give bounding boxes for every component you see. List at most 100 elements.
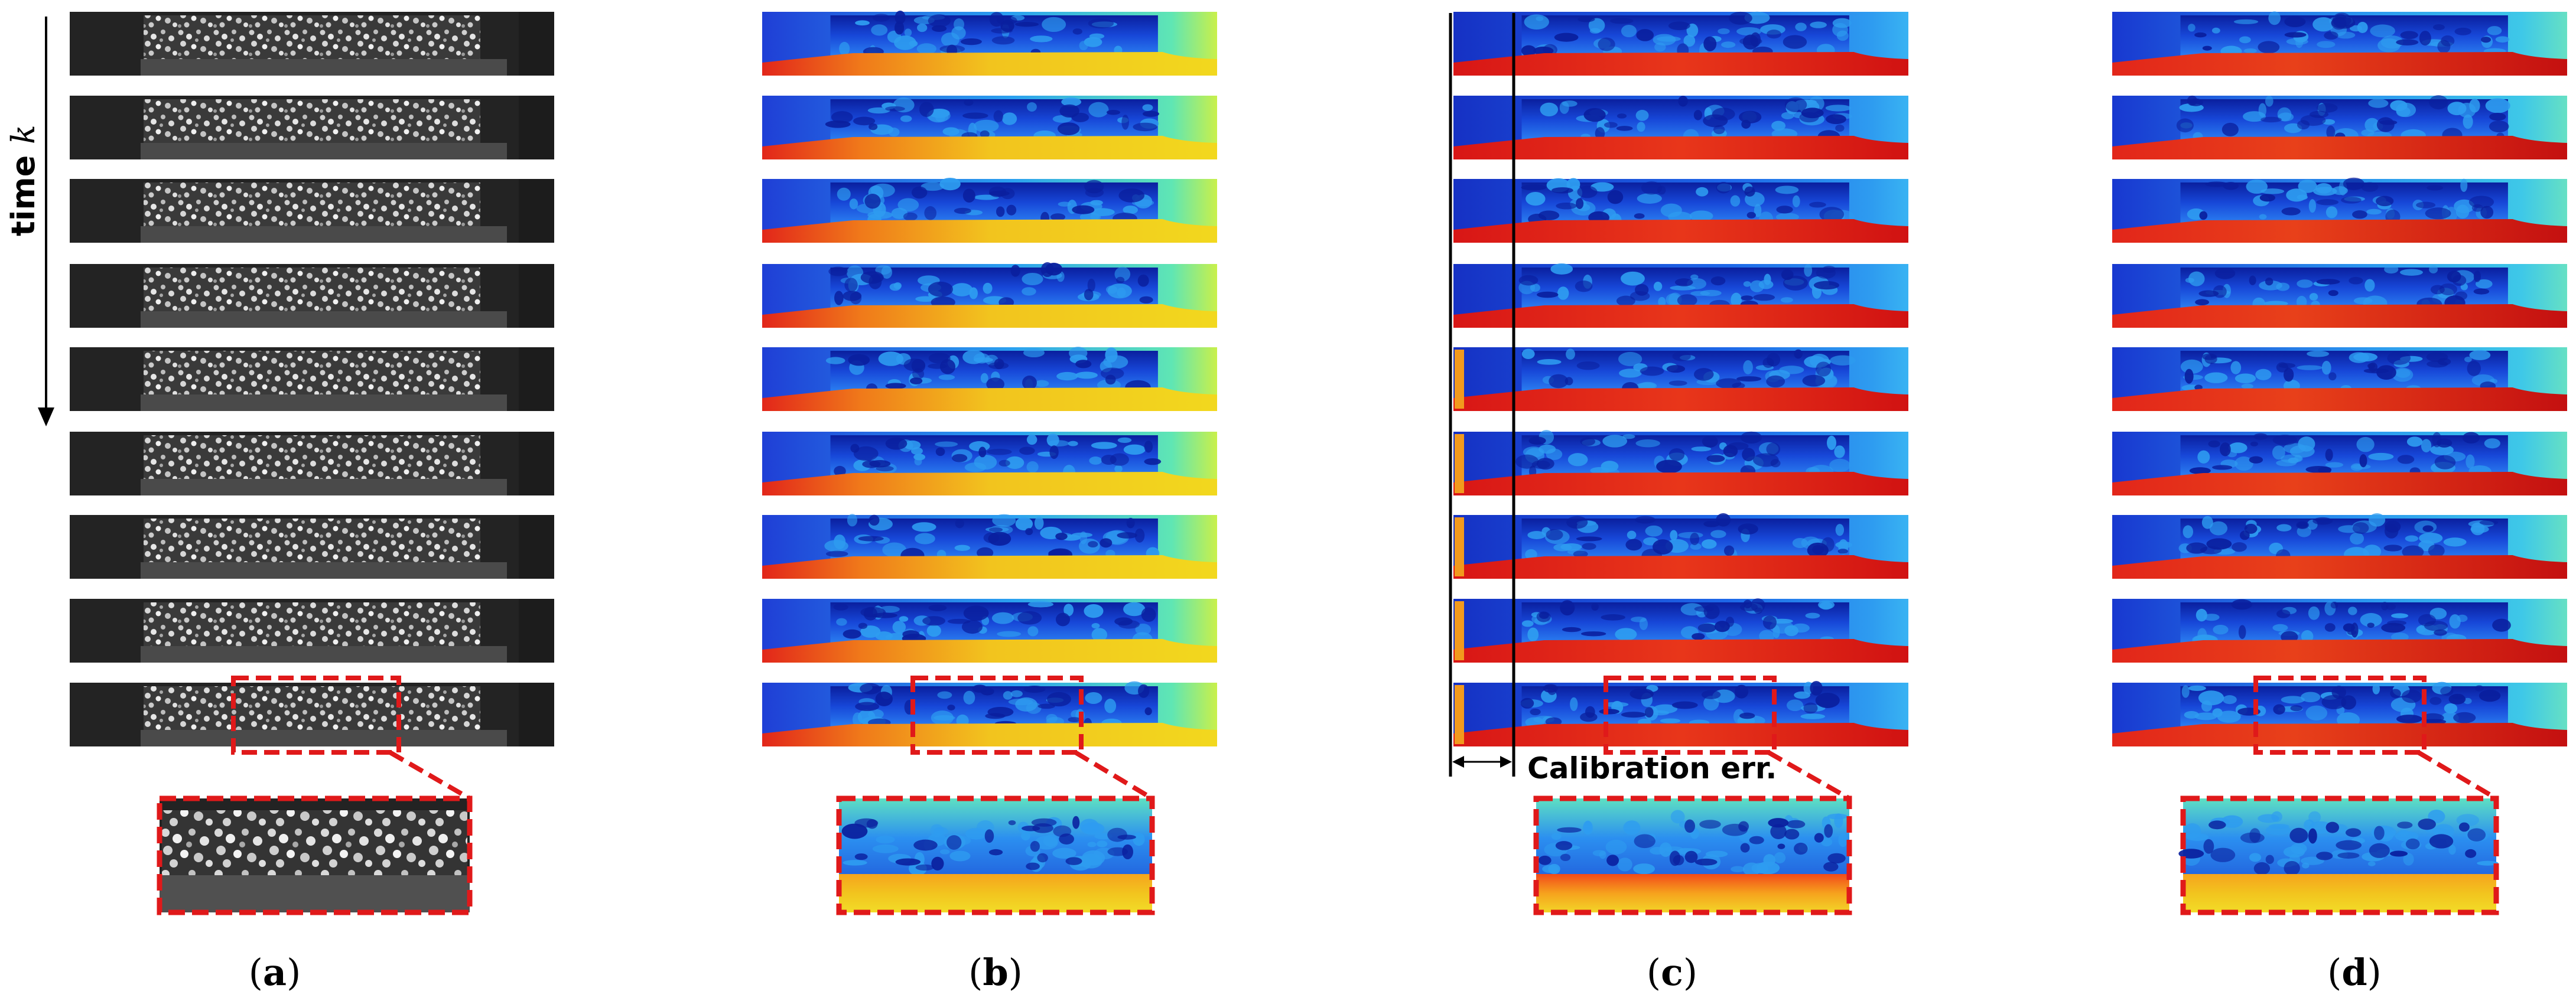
frame-d-8 [2112, 599, 2567, 663]
texture-blob [2430, 444, 2454, 455]
texture-blob [1576, 198, 1584, 209]
depth-floor [762, 219, 1217, 243]
texture-blob [937, 691, 952, 699]
subfigure-label-b: (b) [968, 951, 1023, 994]
texture-blob [2470, 525, 2489, 533]
texture-blob [1636, 29, 1654, 41]
texture-blob [2473, 288, 2490, 295]
frame-floor [141, 59, 507, 76]
texture-blob [1690, 533, 1700, 546]
texture-blob [2328, 290, 2338, 296]
texture-blob [1091, 622, 1100, 629]
texture-blob [2385, 520, 2401, 533]
texture-blob [989, 12, 1004, 27]
texture-blob [2432, 432, 2442, 448]
texture-blob [885, 437, 908, 450]
texture-blob [1670, 810, 1685, 824]
texture-blob [860, 683, 881, 694]
texture-blob [1079, 212, 1101, 222]
texture-blob [2297, 279, 2313, 288]
texture-blob [1741, 119, 1751, 129]
texture-blob [1068, 441, 1078, 446]
texture-blob [2308, 199, 2316, 213]
texture-blob [2440, 686, 2454, 696]
texture-blob [1527, 531, 1546, 539]
frame-c-9 [1453, 681, 1908, 746]
texture-blob [2307, 350, 2330, 357]
texture-blob [2369, 843, 2390, 858]
texture-blob [1658, 296, 1666, 307]
texture-blob [949, 850, 971, 862]
texture-blob [1118, 188, 1145, 203]
texture-blob [1607, 190, 1624, 204]
texture-blob [1743, 281, 1751, 287]
texture-blob [954, 544, 971, 551]
texture-blob [825, 120, 851, 128]
texture-blob [1085, 692, 1102, 704]
texture-blob [988, 186, 1007, 198]
texture-blob [1791, 623, 1810, 633]
texture-blob [1144, 707, 1152, 715]
texture-blob [1653, 282, 1663, 291]
texture-blob [1045, 262, 1063, 276]
texture-blob [843, 291, 862, 301]
texture-blob [2317, 103, 2338, 113]
texture-blob [878, 351, 904, 366]
texture-blob [2290, 705, 2302, 712]
texture-blob [1799, 112, 1819, 123]
texture-blob [2485, 98, 2510, 113]
texture-blob [2305, 705, 2328, 721]
texture-blob [1585, 706, 1595, 718]
texture-blob [2203, 614, 2220, 621]
frame-b-4 [762, 262, 1217, 328]
texture-blob [910, 377, 923, 384]
texture-blob [1088, 541, 1098, 547]
texture-blob [2427, 360, 2448, 368]
texture-blob [885, 106, 905, 112]
texture-blob [2458, 822, 2470, 832]
texture-blob [2312, 17, 2334, 32]
texture-blob [1005, 456, 1024, 469]
texture-blob [2465, 849, 2477, 858]
texture-blob [1006, 204, 1017, 216]
texture-blob [1751, 863, 1768, 874]
texture-blob [1079, 41, 1088, 51]
depth-floor [1453, 387, 1908, 411]
texture-blob [2243, 111, 2266, 122]
zoom-connector-b [1074, 750, 1154, 801]
texture-blob [875, 692, 893, 706]
frame-d-1 [2112, 11, 2567, 76]
texture-blob [1635, 110, 1649, 121]
texture-blob [1106, 110, 1121, 115]
texture-blob [1826, 114, 1846, 125]
texture-blob [2364, 279, 2375, 292]
subfigure-label-c: (c) [1647, 951, 1697, 994]
frame-edge [519, 96, 554, 159]
zoom-connector-c [1767, 750, 1850, 801]
texture-blob [863, 607, 878, 621]
texture-blob [1142, 110, 1160, 117]
texture-blob [2188, 271, 2205, 286]
texture-blob [1105, 374, 1116, 385]
texture-blob [1716, 378, 1742, 389]
texture-blob [2428, 544, 2445, 557]
texture-blob [2487, 26, 2502, 35]
texture-blob [2481, 37, 2491, 43]
texture-blob [2239, 36, 2251, 44]
texture-blob [2289, 827, 2308, 843]
texture-blob [2203, 839, 2214, 854]
frame-floor [141, 226, 507, 243]
texture-blob [1716, 182, 1731, 194]
texture-blob [1559, 101, 1569, 114]
texture-blob [1819, 207, 1845, 222]
texture-blob [1027, 601, 1054, 608]
texture-blob [1802, 374, 1826, 387]
texture-blob [1786, 699, 1804, 712]
texture-blob [2211, 27, 2220, 34]
texture-blob [2202, 353, 2217, 360]
texture-blob [1588, 18, 1605, 33]
texture-blob [1079, 531, 1087, 544]
texture-blob [2296, 521, 2309, 529]
texture-blob [2312, 517, 2333, 525]
texture-blob [2249, 853, 2262, 862]
